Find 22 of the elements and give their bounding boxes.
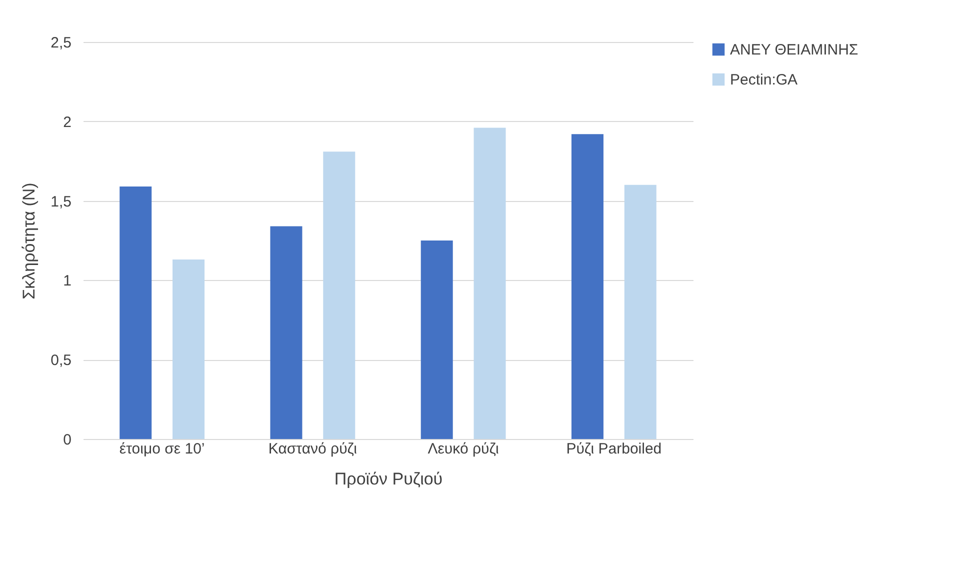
bar [120, 186, 152, 439]
legend-label: Pectin:GA [730, 72, 798, 88]
x-tick-label: Ρύζι Parboiled [566, 440, 662, 458]
x-tick-label: έτοιμο σε 10’ [119, 440, 205, 458]
bar [420, 240, 453, 439]
y-tick-label: 1,5 [50, 193, 72, 210]
bar [172, 260, 205, 439]
y-tick-label: 1 [63, 272, 72, 290]
bar [323, 152, 356, 439]
x-tick-label: Λευκό ρύζι [428, 440, 499, 458]
y-tick-label: 0,5 [50, 352, 72, 370]
bar [474, 128, 506, 439]
bar [624, 184, 656, 439]
bar [270, 226, 302, 439]
y-tick-label: 0 [63, 432, 72, 448]
y-tick-label: 2,5 [50, 34, 72, 52]
legend-label: ΑΝΕΥ ΘΕΙΑΜΙΝΗΣ [730, 42, 858, 58]
y-axis-title: Σκληρότητα (N) [20, 182, 39, 300]
y-tick-label: 2 [63, 114, 72, 131]
x-tick-label: Καστανό ρύζι [268, 440, 357, 458]
bar [571, 134, 604, 439]
x-axis-title: Προϊόν Ρυζιού [334, 470, 443, 488]
